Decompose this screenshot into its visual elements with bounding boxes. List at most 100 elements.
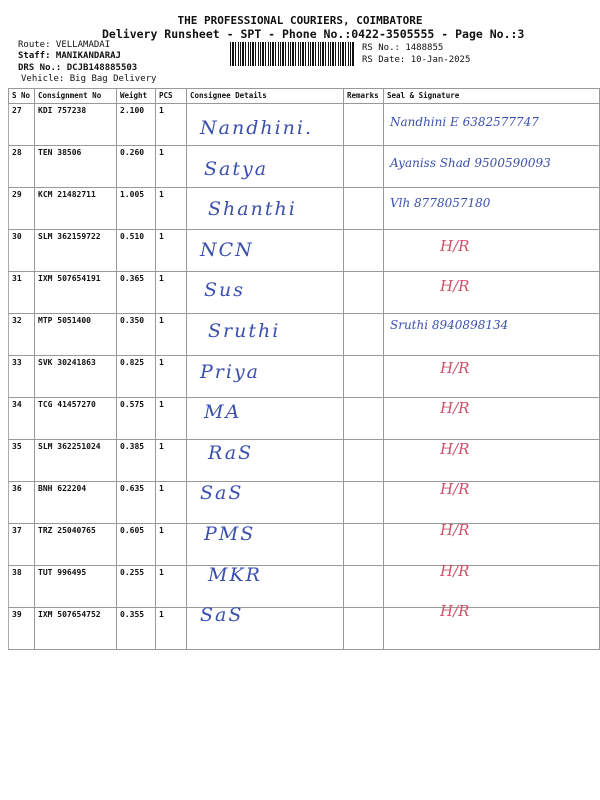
pcs: 1 <box>155 439 187 482</box>
consignment-no: KDI 757238 <box>34 103 117 146</box>
consignee-cell <box>186 607 344 650</box>
consignment-no: KCM 21482711 <box>34 187 117 230</box>
table-row: 31 IXM 507654191 0.365 1 <box>8 271 600 314</box>
pcs: 1 <box>155 481 187 524</box>
serial-no: 39 <box>8 607 35 650</box>
seal-cell <box>383 355 600 398</box>
serial-no: 32 <box>8 313 35 356</box>
column-header: Weight <box>116 88 156 104</box>
consignment-no: SVK 30241863 <box>34 355 117 398</box>
pcs: 1 <box>155 229 187 272</box>
consignment-no: TCG 41457270 <box>34 397 117 440</box>
pcs: 1 <box>155 271 187 314</box>
consignee-handwritten: NCN <box>200 238 254 261</box>
pcs: 1 <box>155 607 187 650</box>
route: Route: VELLAMADAI <box>18 40 111 50</box>
table-row: 38 TUT 996495 0.255 1 <box>8 565 600 608</box>
seal-cell <box>383 313 600 356</box>
serial-no: 34 <box>8 397 35 440</box>
weight: 0.255 <box>116 565 156 608</box>
weight: 0.825 <box>116 355 156 398</box>
serial-no: 35 <box>8 439 35 482</box>
runsheet-table: S No Consignment No Weight PCS Consignee Det… <box>8 88 600 650</box>
consignment-no: TEN 38506 <box>34 145 117 188</box>
weight: 0.385 <box>116 439 156 482</box>
weight: 0.365 <box>116 271 156 314</box>
seal-signature: Nandhini E 6382577747 <box>390 115 539 129</box>
table-row: 30 SLM 362159722 0.510 1 <box>8 229 600 272</box>
consignee-handwritten: PMS <box>204 523 256 545</box>
consignee-cell <box>186 229 344 272</box>
pcs: 1 <box>155 355 187 398</box>
serial-no: 38 <box>8 565 35 608</box>
weight: 0.350 <box>116 313 156 356</box>
weight: 0.510 <box>116 229 156 272</box>
pcs: 1 <box>155 313 187 356</box>
remarks-cell <box>343 439 384 482</box>
serial-no: 33 <box>8 355 35 398</box>
remarks-cell <box>343 355 384 398</box>
table-row: 33 SVK 30241863 0.825 1 <box>8 355 600 398</box>
seal-cell <box>383 565 600 608</box>
seal-signature: H/R <box>440 521 470 539</box>
serial-no: 29 <box>8 187 35 230</box>
weight: 1.005 <box>116 187 156 230</box>
weight: 2.100 <box>116 103 156 146</box>
weight: 0.260 <box>116 145 156 188</box>
seal-signature: H/R <box>440 480 470 499</box>
serial-no: 30 <box>8 229 35 272</box>
seal-cell <box>383 439 600 482</box>
seal-cell <box>383 229 600 272</box>
seal-cell <box>383 397 600 440</box>
consignee-handwritten: Priya <box>200 360 261 383</box>
table-row: 35 SLM 362251024 0.385 1 <box>8 439 600 482</box>
remarks-cell <box>343 103 384 146</box>
weight: 0.355 <box>116 607 156 650</box>
column-header: S No <box>8 88 35 104</box>
consignee-handwritten: Satya <box>204 157 269 180</box>
table-row: 36 BNH 622204 0.635 1 <box>8 481 600 524</box>
seal-signature: H/R <box>440 561 470 580</box>
serial-no: 27 <box>8 103 35 146</box>
seal-signature: H/R <box>440 358 470 377</box>
serial-no: 37 <box>8 523 35 566</box>
pcs: 1 <box>155 397 187 440</box>
seal-cell <box>383 271 600 314</box>
consignee-cell <box>186 397 344 440</box>
consignment-no: IXM 507654191 <box>34 271 117 314</box>
table-row: 34 TCG 41457270 0.575 1 <box>8 397 600 440</box>
seal-signature: Sruthi 8940898134 <box>390 318 509 332</box>
consignee-cell <box>186 313 344 356</box>
consignee-handwritten: Shanthi <box>208 198 297 221</box>
weight: 0.605 <box>116 523 156 566</box>
column-header: Consignment No <box>34 88 117 104</box>
seal-cell <box>383 481 600 524</box>
consignment-no: SLM 362159722 <box>34 229 117 272</box>
consignment-no: TUT 996495 <box>34 565 117 608</box>
table-row: 37 TRZ 25040765 0.605 1 <box>8 523 600 566</box>
consignment-no: MTP 5051400 <box>34 313 117 356</box>
pcs: 1 <box>155 187 187 230</box>
remarks-cell <box>343 565 384 608</box>
consignee-cell <box>186 355 344 398</box>
serial-no: 36 <box>8 481 35 524</box>
vehicle: Vehicle: Big Bag Delivery <box>21 74 157 84</box>
seal-signature: Ayaniss Shad 9500590093 <box>390 155 551 170</box>
rs-number: RS No.: 1488855 <box>362 43 444 53</box>
remarks-cell <box>343 481 384 524</box>
consignee-handwritten: Nandhini. <box>200 117 314 139</box>
consignee-cell <box>186 103 344 146</box>
pcs: 1 <box>155 145 187 188</box>
remarks-cell <box>343 187 384 230</box>
consignee-handwritten: MA <box>204 401 242 424</box>
rs-date: RS Date: 10-Jan-2025 <box>362 55 471 65</box>
seal-cell <box>383 187 600 230</box>
pcs: 1 <box>155 565 187 608</box>
pcs: 1 <box>155 103 187 146</box>
seal-signature: H/R <box>440 236 470 255</box>
remarks-cell <box>343 397 384 440</box>
runsheet-subtitle: Delivery Runsheet - SPT - Phone No.:0422… <box>102 27 525 41</box>
pcs: 1 <box>155 523 187 566</box>
consignment-no: IXM 507654752 <box>34 607 117 650</box>
drs-number: DRS No.: DCJB148885503 <box>18 63 138 73</box>
